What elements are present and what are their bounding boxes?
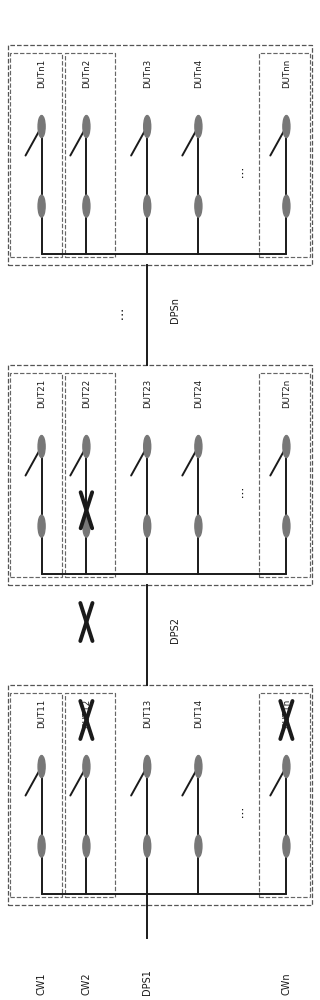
Circle shape [144,835,151,857]
Text: DUT13: DUT13 [143,699,152,728]
Text: CW1: CW1 [36,972,47,995]
Text: DUT2n: DUT2n [282,379,291,408]
Circle shape [144,436,151,458]
Bar [8,365,312,585]
Text: ⋮: ⋮ [236,489,247,499]
Circle shape [38,116,45,138]
Circle shape [283,116,290,138]
Bar [8,685,312,905]
Bar [259,373,310,577]
Text: ⋮: ⋮ [236,809,247,819]
Circle shape [283,515,290,537]
Circle shape [38,515,45,537]
Circle shape [195,835,202,857]
Text: CWn: CWn [281,972,292,995]
Bar [259,693,310,897]
Circle shape [38,436,45,458]
Circle shape [283,835,290,857]
Text: CW2: CW2 [81,972,92,995]
Text: ⋮: ⋮ [236,169,247,179]
Bar [259,53,310,257]
Circle shape [195,756,202,778]
Text: DUT24: DUT24 [194,379,203,408]
Text: DUTnn: DUTnn [282,59,291,88]
Text: DUT1n: DUT1n [282,699,291,728]
Circle shape [83,515,90,537]
Text: DPS2: DPS2 [170,617,180,643]
Text: DPS1: DPS1 [142,969,152,995]
Bar [10,53,62,257]
Circle shape [195,515,202,537]
Circle shape [83,116,90,138]
Text: DUTn3: DUTn3 [143,59,152,88]
Text: ⋮: ⋮ [115,308,128,322]
Circle shape [144,195,151,217]
Text: DUT12: DUT12 [82,699,91,728]
Text: DUTn2: DUTn2 [82,59,91,88]
Text: DUTn4: DUTn4 [194,59,203,88]
Circle shape [38,195,45,217]
Circle shape [38,756,45,778]
Text: DUT23: DUT23 [143,379,152,408]
Text: DPSn: DPSn [170,297,180,323]
Circle shape [283,436,290,458]
Circle shape [144,515,151,537]
Circle shape [195,436,202,458]
Text: DUT21: DUT21 [37,379,46,408]
Circle shape [195,195,202,217]
Bar [65,373,115,577]
Text: DUT14: DUT14 [194,699,203,728]
Circle shape [83,756,90,778]
Bar [65,53,115,257]
Bar [8,45,312,265]
Circle shape [83,195,90,217]
Text: DUTn1: DUTn1 [37,59,46,88]
Circle shape [144,756,151,778]
Circle shape [283,756,290,778]
Circle shape [283,195,290,217]
Bar [65,693,115,897]
Circle shape [83,436,90,458]
Bar [10,373,62,577]
Text: DUT11: DUT11 [37,699,46,728]
Circle shape [83,835,90,857]
Bar [10,693,62,897]
Circle shape [195,116,202,138]
Text: DUT22: DUT22 [82,379,91,408]
Circle shape [144,116,151,138]
Circle shape [38,835,45,857]
